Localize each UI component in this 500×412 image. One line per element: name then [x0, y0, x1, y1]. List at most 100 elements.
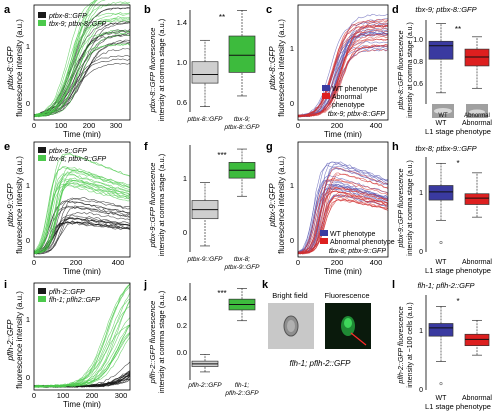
panel-e-plot	[33, 152, 131, 255]
panel-i-xlabel: Time (min)	[63, 400, 101, 409]
trace-line	[297, 43, 389, 118]
box-iqr	[228, 35, 256, 73]
panel-i-frame	[33, 282, 131, 391]
panel-i-legend-swatch	[38, 288, 46, 294]
panel-i-plot	[33, 283, 131, 388]
trace-line	[298, 34, 389, 117]
panel-d-inset-worm	[469, 109, 485, 115]
panel-f-plot	[191, 148, 256, 247]
panel-c-genotype: tbx-9; ptbx-8::GFP	[328, 111, 386, 118]
panel-h-plot	[428, 162, 490, 245]
panel-l-title: flh-1; pflh-2::GFP	[417, 281, 474, 290]
panel-b-plot	[191, 10, 256, 108]
panel-c-xlabel: Time (min)	[324, 130, 362, 139]
panel-b-ylabel-2: intensity at comma stage (a.u.)	[157, 18, 166, 121]
panel-c-ytick: 1	[290, 44, 294, 53]
panel-k-image-title: Fluorescence	[324, 291, 369, 300]
panel-i-ytick: 0	[26, 373, 30, 382]
trace-line	[297, 199, 389, 255]
panel-i-xtick: 100	[57, 391, 70, 400]
panel-f-ylabel-1: ptbx-9::GFP fluorescence	[148, 163, 157, 249]
panel-a-legend-label: ptbx-8::GFP	[48, 13, 87, 20]
trace-line	[33, 217, 131, 255]
panel-b: b ptbx-8::GFP fluorescence intensity at …	[144, 4, 260, 131]
panel-i-legend-label: flh-1; pflh2::GFP	[49, 297, 100, 304]
panel-h-xcaption: L1 stage phenotype	[425, 266, 491, 275]
panel-h: h tbx-8; ptbx-9::GFP ptbx-9::GFP fluores…	[392, 141, 492, 275]
panel-e-xlabel: Time (min)	[63, 267, 101, 276]
trace-line	[33, 153, 131, 253]
panel-a-xtick: 100	[55, 121, 68, 130]
trace-line	[33, 200, 131, 253]
panel-f-xlabel: ptbx-9::GFP	[186, 256, 223, 263]
panel-c-legend-label: Abnormal	[332, 94, 362, 101]
panel-k-letter: k	[262, 279, 269, 291]
trace-line	[33, 12, 131, 116]
panel-e-legend-swatch	[38, 155, 46, 161]
panel-g-legend-swatch	[320, 230, 328, 236]
panel-f-ytick: 0	[183, 228, 187, 237]
panel-a-ylabel-1: ptbx-8::GFP	[6, 46, 15, 91]
trace-line	[297, 179, 389, 254]
panel-c: c ptbx-8::GFP fluorescence intensity (a.…	[266, 4, 389, 139]
panel-h-letter: h	[392, 141, 399, 153]
panel-a-xtick: 200	[83, 121, 96, 130]
panel-g-legend-label: WT phenotype	[330, 231, 376, 238]
trace-line	[33, 16, 131, 117]
trace-line	[297, 167, 389, 255]
trace-line	[34, 180, 131, 254]
panel-i-ylabel-2: fluorescence intensity (a.u.)	[15, 291, 24, 389]
box-outlier	[439, 382, 443, 386]
panel-e-letter: e	[4, 141, 10, 153]
panel-c-ytick: 0	[290, 99, 294, 108]
panel-j-xlabel: pflh-2::GFP	[224, 390, 259, 397]
panel-i-ylabel-1: pflh-2::GFP	[6, 319, 15, 362]
panel-g-letter: g	[266, 141, 273, 153]
panel-c-frame	[297, 4, 389, 121]
panel-j-ylabel-1: pflh-2::GFP fluorescence	[148, 301, 157, 385]
panel-d: d tbx-9; ptbx-8::GFP ptbx-8::GFP fluores…	[392, 4, 492, 136]
trace-line	[33, 333, 131, 388]
panel-i-xtick: 200	[86, 391, 99, 400]
box-iqr	[428, 323, 454, 337]
trace-line	[297, 24, 389, 116]
panel-j-letter: j	[143, 279, 147, 291]
panel-b-ylabel-1: ptbx-8::GFP fluorescence	[148, 28, 157, 114]
panel-j-ytick: 0.2	[177, 321, 187, 330]
panel-b-letter: b	[144, 4, 151, 16]
panel-g-plot	[297, 161, 389, 255]
panel-e-xtick: 200	[70, 258, 83, 267]
panel-e-ylabel-2: fluorescence intensity (a.u.)	[15, 156, 24, 254]
trace-line	[297, 25, 389, 118]
trace-line	[33, 221, 131, 253]
panel-e-ylabel-1: ptbx-9::GFP	[6, 183, 15, 228]
trace-line	[33, 183, 131, 254]
panel-c-legend-label: phenotype	[332, 102, 365, 109]
box-iqr	[191, 61, 219, 84]
trace-line	[33, 39, 131, 118]
trace-line	[33, 300, 131, 388]
trace-line	[33, 205, 131, 254]
panel-b-xlabel: tbx-9;	[234, 116, 250, 123]
panel-l-plot	[428, 306, 490, 386]
panel-a-ylabel-2: fluorescence intensity (a.u.)	[15, 19, 24, 117]
panel-k-fluorescent-spot	[344, 318, 352, 328]
panel-a-xtick: 300	[110, 121, 123, 130]
panel-a-ytick: 0	[26, 99, 30, 108]
panel-c-ylabel-2: fluorescence intensity (a.u.)	[277, 19, 286, 117]
panel-d-letter: d	[392, 4, 399, 16]
box-iqr	[464, 48, 490, 67]
panel-c-legend-label: WT phenotype	[332, 86, 378, 93]
trace-line	[297, 187, 389, 255]
panel-j: j pflh-2::GFP fluorescence intensity at …	[143, 279, 259, 397]
panel-a-ytick: 1	[26, 42, 30, 51]
panel-f-ylabel-2: intensity at comma stage (a.u.)	[157, 153, 166, 256]
trace-line	[33, 221, 131, 255]
panel-j-plot	[191, 288, 256, 373]
panel-f-xlabel: ptbx-9::GFP	[223, 264, 260, 271]
panel-d-ytick: 0.8	[413, 59, 423, 66]
panel-i-legend-swatch	[38, 296, 46, 302]
panel-d-ytick: 1.0	[413, 37, 423, 44]
panel-g-legend-label: Abnormal phenotype	[330, 239, 395, 246]
